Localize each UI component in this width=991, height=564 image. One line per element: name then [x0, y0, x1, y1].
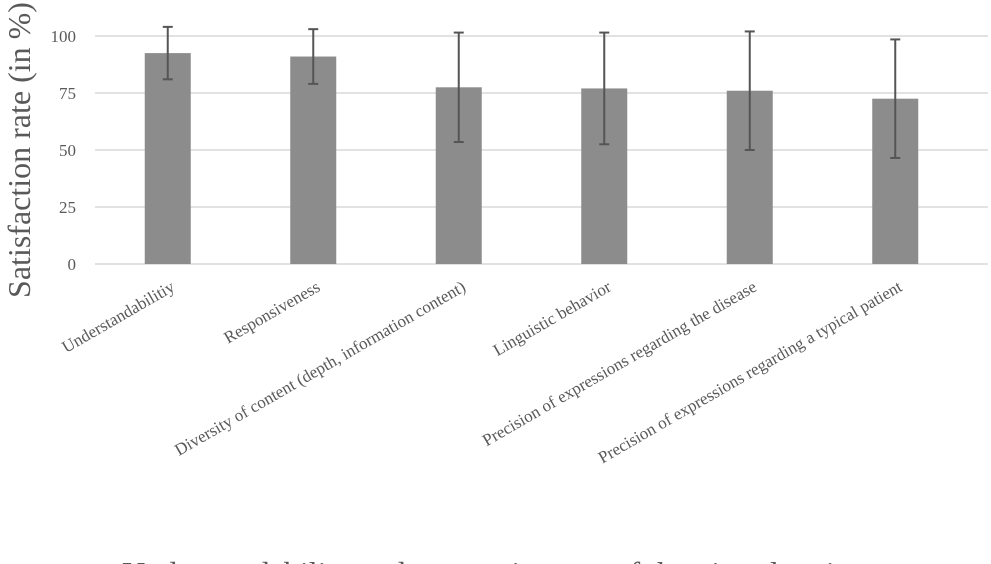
bar-1 — [290, 56, 337, 264]
error-bar-5 — [890, 38, 901, 159]
y-tick-label-3: 75 — [59, 84, 76, 103]
error-bar-1 — [308, 28, 319, 85]
y-tick-label-1: 25 — [59, 198, 76, 217]
error-bars — [162, 25, 901, 159]
y-tick-label-0: 0 — [68, 255, 77, 274]
error-bar-0 — [162, 25, 173, 81]
error-bar-2 — [453, 31, 464, 144]
grid-lines — [95, 35, 988, 265]
x-tick-label-1: Responsiveness — [221, 277, 324, 347]
x-tick-label-3: Linguistic behavior — [490, 277, 615, 360]
bar-0 — [144, 53, 191, 264]
y-tick-label-2: 50 — [59, 141, 76, 160]
x-tick-label-0: Understandabilitiy — [59, 277, 179, 357]
bars — [144, 53, 919, 264]
y-tick-labels: 0 25 50 75 100 — [51, 27, 77, 274]
error-bar-4 — [744, 30, 755, 151]
x-axis-label: Understandability and responsiveness of … — [122, 555, 874, 564]
error-bar-3 — [599, 31, 610, 146]
x-tick-label-2: Diversity of content (depth, information… — [171, 277, 468, 460]
y-axis-label: Satisfaction rate (in %) — [1, 2, 37, 298]
y-tick-label-4: 100 — [51, 27, 77, 46]
x-tick-label-5: Precision of expressions regarding a typ… — [595, 277, 906, 467]
x-tick-labels: Understandabilitiy ResponsivenessDiversit… — [59, 277, 906, 467]
x-tick-label-4: Precision of expressions regarding the d… — [479, 277, 760, 450]
